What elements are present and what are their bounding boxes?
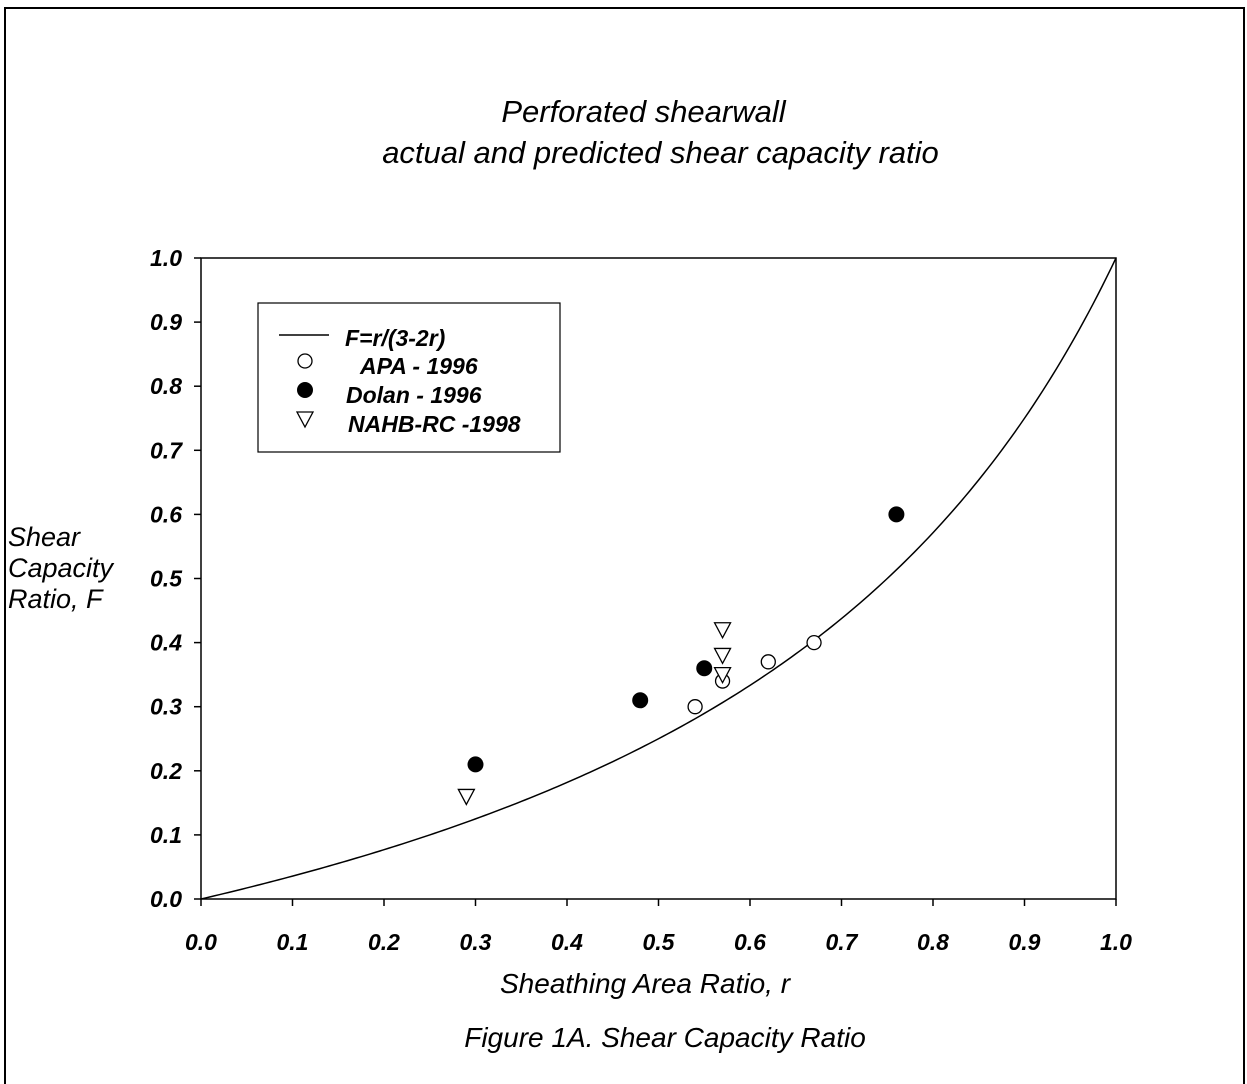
legend-marker-filled-circle xyxy=(297,382,313,398)
data-point-filled-circle xyxy=(696,660,713,677)
series-open-triangle-down xyxy=(457,622,732,806)
x-tick-label: 0.8 xyxy=(917,929,949,955)
x-tick-label: 1.0 xyxy=(1100,929,1132,955)
x-tick-label: 0.7 xyxy=(826,929,859,955)
x-tick-label: 0.4 xyxy=(551,929,583,955)
data-point-filled-circle xyxy=(888,506,905,523)
y-tick-label: 0.3 xyxy=(150,694,182,720)
data-point-open-circle xyxy=(687,699,703,715)
x-tick-label: 0.2 xyxy=(368,929,400,955)
data-point-open-circle xyxy=(806,634,822,651)
x-tick-label: 0.3 xyxy=(460,929,492,955)
legend-box xyxy=(257,302,561,453)
series-filled-circle xyxy=(467,506,905,773)
x-tick-label: 0.9 xyxy=(1009,929,1041,955)
y-tick-label: 0.2 xyxy=(150,758,182,784)
figure-frame xyxy=(4,7,1245,1084)
y-tick-label: 0.1 xyxy=(150,822,182,848)
x-axis-label: Sheathing Area Ratio, r xyxy=(500,968,791,999)
y-tick-label: 1.0 xyxy=(150,245,182,271)
legend-label: NAHB-RC -1998 xyxy=(348,411,521,437)
y-tick-label: 0.9 xyxy=(150,309,182,335)
y-tick-label: 0.8 xyxy=(150,373,182,399)
data-point-open-triangle-down xyxy=(713,647,732,665)
legend-label: Dolan - 1996 xyxy=(346,382,482,408)
y-tick-label: 0.5 xyxy=(150,566,183,592)
series-line-formula xyxy=(200,257,1117,900)
data-point-filled-circle xyxy=(467,756,484,773)
legend-label: F=r/(3-2r) xyxy=(345,325,445,351)
data-point-open-triangle-down xyxy=(713,622,732,640)
x-tick-label: 0.6 xyxy=(734,929,766,955)
legend-entry: NAHB-RC -1998 xyxy=(295,411,521,437)
data-point-open-circle xyxy=(760,654,776,670)
y-tick-label: 0.0 xyxy=(150,886,182,912)
series-open-circle xyxy=(687,634,822,715)
legend-label: APA - 1996 xyxy=(359,353,478,379)
chart-title-line1: Perforated shearwall xyxy=(501,94,786,129)
legend: F=r/(3-2r)APA - 1996 Dolan - 1996 NAHB-RC … xyxy=(257,302,561,453)
x-tick-label: 0.1 xyxy=(277,929,309,955)
data-point-open-triangle-down xyxy=(713,667,732,685)
y-tick-label: 0.6 xyxy=(150,501,182,527)
legend-entry: F=r/(3-2r) xyxy=(279,325,445,351)
legend-entry: Dolan - 1996 xyxy=(297,382,482,408)
y-tick-label: 0.4 xyxy=(150,630,182,656)
data-point-filled-circle xyxy=(632,692,649,709)
y-tick-label: 0.7 xyxy=(150,437,183,463)
data-point-open-triangle-down xyxy=(457,788,476,806)
legend-entry: APA - 1996 xyxy=(297,353,478,379)
x-tick-label: 0.0 xyxy=(185,929,217,955)
y-axis-label: Shear Capacity Ratio, F xyxy=(8,522,114,614)
legend-marker-open-triangle-down xyxy=(295,411,315,429)
x-tick-label: 0.5 xyxy=(643,929,676,955)
figure-caption: Figure 1A. Shear Capacity Ratio xyxy=(464,1022,866,1053)
legend-marker-open-circle xyxy=(297,353,313,369)
chart-title-line2: actual and predicted shear capacity rati… xyxy=(382,135,939,170)
